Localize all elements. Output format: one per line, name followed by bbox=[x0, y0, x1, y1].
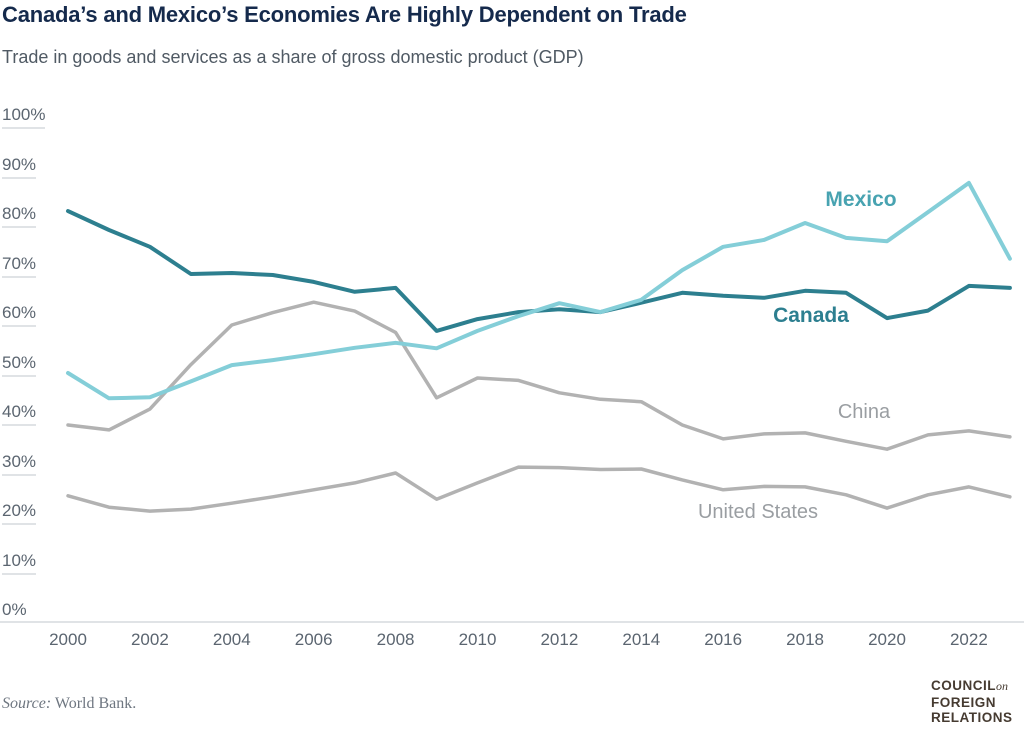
x-axis-label-2018: 2018 bbox=[786, 630, 825, 649]
source-text: World Bank. bbox=[51, 695, 137, 712]
page-subtitle: Trade in goods and services as a share o… bbox=[2, 47, 584, 67]
series-line-mexico bbox=[66, 180, 1012, 401]
series-line-united-states bbox=[66, 465, 1012, 513]
y-axis-label-90: 90% bbox=[2, 155, 37, 179]
x-axis-label-2014: 2014 bbox=[622, 630, 661, 649]
x-axis-label-2012: 2012 bbox=[540, 630, 579, 649]
y-axis-label-50: 50% bbox=[2, 353, 37, 377]
series-label-china: China bbox=[837, 401, 891, 423]
cfr-logo-line2: FOREIGN bbox=[931, 694, 997, 710]
y-axis-label-20: 20% bbox=[2, 501, 37, 525]
x-axis-label-2008: 2008 bbox=[376, 630, 415, 649]
y-axis-label-0: 0% bbox=[2, 600, 27, 619]
page-title: Canada’s and Mexico’s Economies Are High… bbox=[2, 2, 687, 27]
y-axis-label-30: 30% bbox=[2, 452, 37, 476]
x-axis-label-2000: 2000 bbox=[49, 630, 87, 649]
y-axis-label-60: 60% bbox=[2, 303, 37, 327]
x-axis-label-2006: 2006 bbox=[294, 630, 333, 649]
y-axis-label-10: 10% bbox=[2, 551, 37, 575]
cfr-logo-line3: RELATIONS bbox=[931, 710, 1013, 725]
source-prefix: Source: bbox=[2, 695, 52, 712]
cfr-logo: COUNCILon FOREIGN RELATIONS bbox=[931, 678, 1013, 726]
series-line-canada bbox=[66, 209, 1012, 333]
y-axis-label-70: 70% bbox=[2, 254, 37, 278]
series-label-united-states: United States bbox=[697, 501, 819, 523]
y-axis-label-40: 40% bbox=[2, 402, 37, 426]
x-axis-label-2010: 2010 bbox=[458, 630, 497, 649]
x-axis-label-2004: 2004 bbox=[212, 630, 251, 649]
series-label-mexico: Mexico bbox=[825, 188, 897, 211]
x-axis-line bbox=[0, 621, 1024, 623]
x-axis-label-2016: 2016 bbox=[704, 630, 743, 649]
series-label-canada: Canada bbox=[773, 304, 849, 327]
x-axis-label-2020: 2020 bbox=[868, 630, 906, 649]
x-axis-label-2022: 2022 bbox=[949, 630, 988, 649]
cfr-logo-line1: COUNCILon bbox=[931, 678, 1008, 693]
cfr-logo-on: on bbox=[996, 679, 1008, 693]
y-axis-label-100: 100% bbox=[2, 105, 46, 129]
series-line-china bbox=[66, 300, 1012, 451]
y-axis-label-80: 80% bbox=[2, 204, 37, 228]
x-axis-label-2002: 2002 bbox=[130, 630, 169, 649]
source-note: Source: World Bank. bbox=[2, 694, 136, 714]
